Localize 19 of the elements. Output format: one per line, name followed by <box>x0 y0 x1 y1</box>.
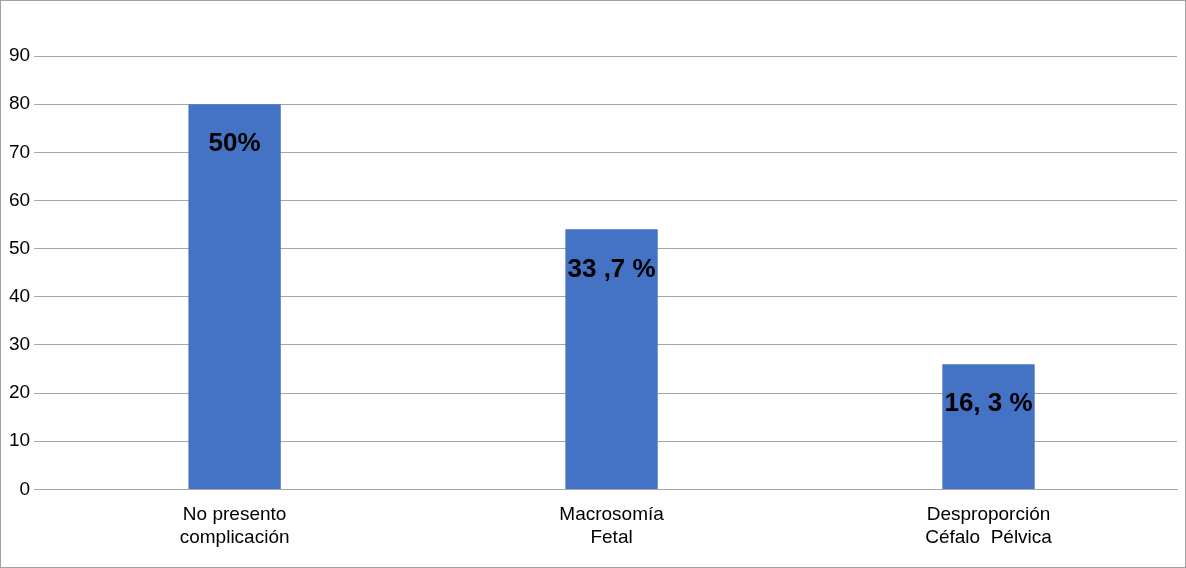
y-tick-label: 30 <box>8 333 31 355</box>
y-tick-label: 50 <box>8 236 31 258</box>
annotation: 33 ,7 % <box>567 252 656 283</box>
annotation: 50% <box>208 127 261 158</box>
y-tick-label: 70 <box>8 140 31 162</box>
bar <box>565 229 658 489</box>
y-tick-label: 40 <box>8 285 31 307</box>
y-tick-label: 0 <box>19 477 31 499</box>
bar <box>942 364 1035 489</box>
y-tick-label: 20 <box>8 381 31 403</box>
x-tick-label: No presento complicación <box>179 503 290 547</box>
y-tick-label: 90 <box>8 44 31 66</box>
y-tick-label: 80 <box>8 92 31 114</box>
y-tick-label: 10 <box>8 429 31 451</box>
x-tick-label: Macrosomía Fetal <box>559 503 665 547</box>
y-tick-label: 60 <box>8 188 31 210</box>
x-tick-label: Desproporción Céfalo Pélvica <box>925 503 1053 547</box>
annotation: 16, 3 % <box>944 387 1033 418</box>
bar <box>188 104 281 489</box>
